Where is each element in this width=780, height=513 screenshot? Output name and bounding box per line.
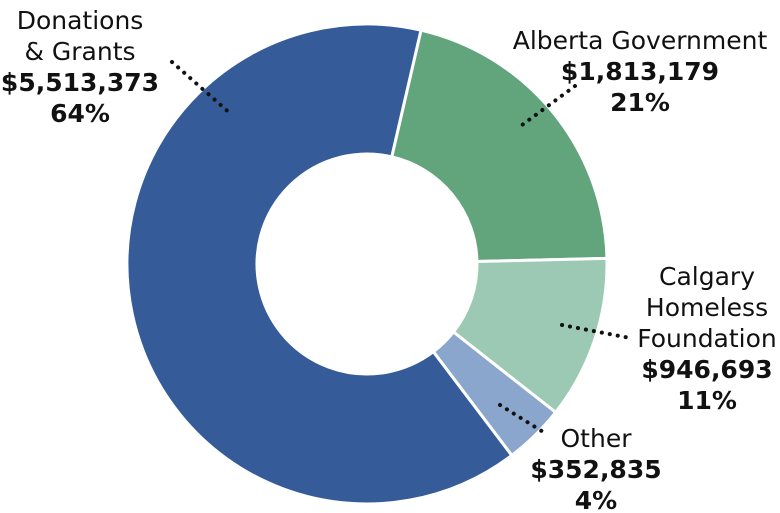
slice: [125, 22, 514, 506]
value-label: $946,693: [641, 355, 772, 384]
slice-label: Alberta Government: [513, 26, 768, 55]
percentage-label: 4%: [575, 486, 617, 513]
slice-label: & Grants: [24, 37, 135, 66]
percentage-label: 21%: [610, 88, 670, 117]
value-label: $5,513,373: [1, 68, 159, 97]
slice-label: Homeless: [646, 293, 768, 322]
percentage-label: 11%: [677, 386, 737, 415]
slices: [125, 22, 609, 506]
slice-label: Other: [561, 424, 633, 453]
slice-label: Foundation: [637, 324, 777, 353]
leader-line: [498, 403, 550, 437]
leader-line: [560, 323, 632, 340]
slice-label: Donations: [17, 6, 144, 35]
slice: [389, 28, 609, 263]
leader-line: [170, 60, 234, 117]
value-label: $352,835: [530, 455, 661, 484]
percentage-label: 64%: [50, 99, 110, 128]
value-label: $1,813,179: [561, 57, 719, 86]
slice-label: Calgary: [659, 262, 755, 291]
